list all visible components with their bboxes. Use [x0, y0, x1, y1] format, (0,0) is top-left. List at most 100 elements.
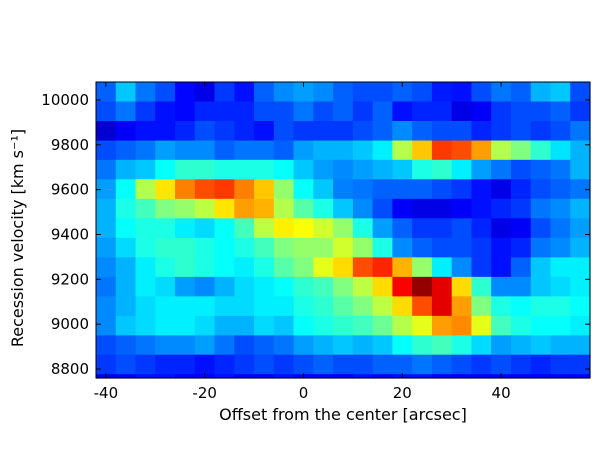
heatmap-cell	[214, 121, 235, 142]
heatmap-cell	[155, 354, 176, 375]
heatmap-cell	[234, 101, 255, 122]
heatmap-cell	[234, 218, 255, 239]
heatmap-cell	[273, 315, 295, 336]
heatmap-cell	[431, 296, 453, 317]
heatmap-cell	[412, 276, 433, 297]
heatmap-cell	[431, 140, 453, 161]
heatmap-cell	[293, 140, 314, 161]
heatmap-cell	[570, 159, 591, 180]
heatmap-cell	[451, 140, 473, 161]
heatmap-cell	[234, 121, 255, 142]
heatmap-cell	[412, 218, 433, 239]
heatmap-cell	[372, 159, 393, 180]
heatmap-cell	[550, 237, 571, 258]
heatmap-cell	[550, 159, 571, 180]
heatmap-cell	[550, 82, 571, 103]
heatmap-cell	[510, 82, 532, 103]
x-axis-ticks: -40 -20 0 20 40	[94, 82, 511, 402]
y-tick-label: 9600	[51, 181, 89, 199]
heatmap-cell	[175, 82, 196, 103]
heatmap-cell	[570, 82, 591, 103]
heatmap-cell	[155, 335, 176, 356]
heatmap-cell	[550, 257, 571, 278]
heatmap-cell	[451, 335, 473, 356]
heatmap-cell	[352, 374, 374, 379]
heatmap-cell	[550, 296, 571, 317]
heatmap-cell	[194, 82, 216, 103]
heatmap-cell	[570, 276, 591, 297]
heatmap-cell	[412, 121, 433, 142]
heatmap-cell	[254, 335, 275, 356]
heatmap-cell	[214, 82, 235, 103]
heatmap-cell	[214, 315, 235, 336]
heatmap-cell	[510, 159, 532, 180]
heatmap-cell	[451, 296, 473, 317]
heatmap-cell	[115, 101, 137, 122]
heatmap-cell	[234, 374, 255, 379]
heatmap-cell	[135, 374, 156, 379]
heatmap-cell	[491, 198, 512, 219]
heatmap-cell	[333, 296, 354, 317]
heatmap-cell	[570, 296, 591, 317]
heatmap-cell	[135, 179, 156, 200]
heatmap-cell	[471, 198, 492, 219]
heatmap-cell	[254, 121, 275, 142]
heatmap-cell	[392, 179, 413, 200]
heatmap-cell	[570, 198, 591, 219]
heatmap-cell	[313, 257, 334, 278]
heatmap-cell	[431, 179, 453, 200]
heatmap-cell	[135, 121, 156, 142]
heatmap-cell	[293, 257, 314, 278]
heatmap-cell	[491, 121, 512, 142]
heatmap-cell	[570, 335, 591, 356]
heatmap-cell	[530, 82, 552, 103]
heatmap-cell	[570, 121, 591, 142]
heatmap-cell	[175, 257, 196, 278]
heatmap-cell	[155, 121, 176, 142]
heatmap-cell	[313, 276, 334, 297]
heatmap-cell	[214, 335, 235, 356]
heatmap-cell	[510, 315, 532, 336]
heatmap-cell	[392, 276, 413, 297]
heatmap-cell	[491, 296, 512, 317]
heatmap-cell	[471, 296, 492, 317]
heatmap-cell	[431, 276, 453, 297]
heatmap-cell	[155, 140, 176, 161]
heatmap-cell	[491, 354, 512, 375]
heatmap-cell	[313, 335, 334, 356]
heatmap-cell	[451, 276, 473, 297]
heatmap-cell	[273, 198, 295, 219]
heatmap-cell	[412, 374, 433, 379]
heatmap-cell	[135, 237, 156, 258]
heatmap-cell	[115, 237, 137, 258]
heatmap-cell	[392, 257, 413, 278]
heatmap-cell	[175, 315, 196, 336]
heatmap-cell	[451, 218, 473, 239]
heatmap-cell	[155, 257, 176, 278]
heatmap-cell	[175, 374, 196, 379]
heatmap-cell	[273, 140, 295, 161]
heatmap-cell	[471, 101, 492, 122]
heatmap-cell	[372, 237, 393, 258]
heatmap-cell	[214, 218, 235, 239]
heatmap-cell	[352, 121, 374, 142]
heatmap-cell	[550, 315, 571, 336]
heatmap-cell	[412, 179, 433, 200]
heatmap-cell	[293, 198, 314, 219]
heatmap-cell	[451, 121, 473, 142]
heatmap-cell	[96, 257, 117, 278]
heatmap-cell	[234, 296, 255, 317]
heatmap-cell	[115, 354, 137, 375]
heatmap-cell	[194, 335, 216, 356]
heatmap-cell	[135, 101, 156, 122]
heatmap-cell	[115, 335, 137, 356]
heatmap-cell	[451, 237, 473, 258]
heatmap-cell	[570, 315, 591, 336]
heatmap-cell	[510, 101, 532, 122]
heatmap-cell	[392, 237, 413, 258]
heatmap-cell	[234, 82, 255, 103]
heatmap-cell	[431, 335, 453, 356]
heatmap-cell	[155, 237, 176, 258]
heatmap-cell	[372, 335, 393, 356]
x-tick-label: -40	[94, 384, 119, 402]
